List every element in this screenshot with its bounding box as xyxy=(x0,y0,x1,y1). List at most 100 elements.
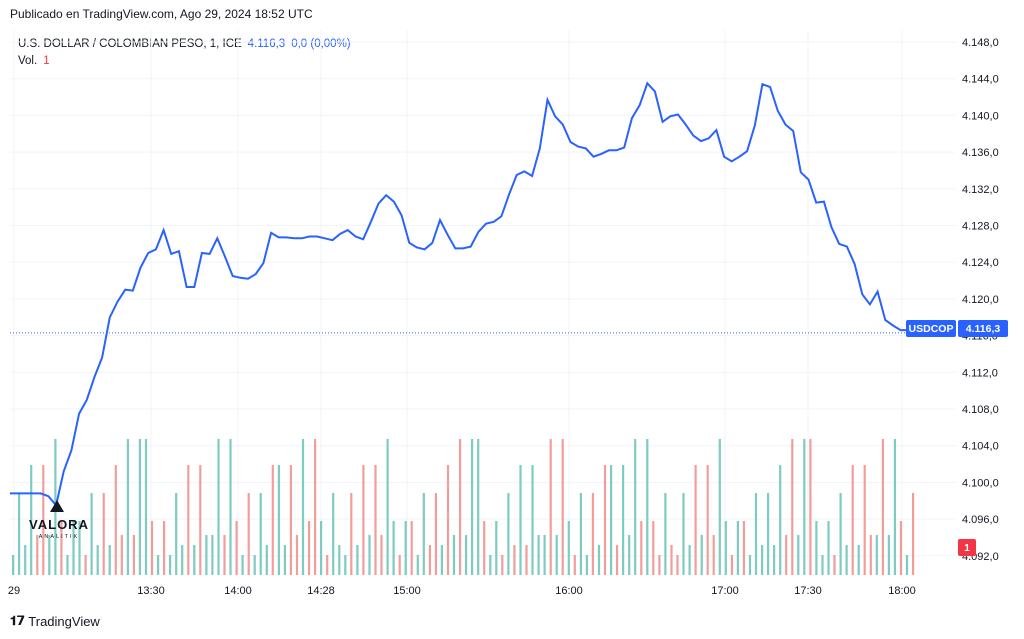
volume-bar xyxy=(525,545,528,575)
y-tick-label: 4.136,0 xyxy=(962,147,999,159)
volume-bar xyxy=(736,521,739,575)
volume-bar xyxy=(217,439,220,575)
symbol-title[interactable]: U.S. DOLLAR / COLOMBIAN PESO, 1, ICE xyxy=(18,37,242,50)
volume-bar xyxy=(265,545,268,575)
volume-bar xyxy=(452,535,456,575)
volume-bar xyxy=(205,535,208,575)
volume-bar xyxy=(585,555,588,575)
volume-bar xyxy=(761,545,764,575)
volume-bar xyxy=(253,555,256,575)
x-tick-label: 15:00 xyxy=(393,585,421,597)
volume-bar xyxy=(682,493,685,575)
volume-bars xyxy=(12,439,915,575)
volume-bar xyxy=(573,555,576,575)
volume-bar xyxy=(742,521,745,575)
x-tick-label: 14:00 xyxy=(224,585,252,597)
y-tick-label: 4.104,0 xyxy=(962,441,999,453)
volume-bar xyxy=(102,493,105,575)
tradingview-branding[interactable]: 𝟏𝟳 TradingView xyxy=(10,613,100,629)
volume-bar xyxy=(579,493,582,575)
volume-bar xyxy=(277,465,280,575)
volume-bar xyxy=(271,465,274,575)
volume-bar xyxy=(603,465,607,575)
volume-bar xyxy=(543,535,546,575)
volume-bar xyxy=(96,545,99,575)
volume-bar xyxy=(138,439,141,575)
volume-tag: 1 xyxy=(958,539,976,556)
volume-bar xyxy=(730,555,733,575)
volume-bar xyxy=(857,545,860,575)
volume-bar xyxy=(259,493,262,575)
volume-bar xyxy=(513,545,516,575)
volume-bar xyxy=(718,439,721,575)
volume-bar xyxy=(66,555,69,575)
volume-bar xyxy=(881,439,884,575)
volume-bar xyxy=(48,535,51,575)
volume-bar xyxy=(380,535,383,575)
volume-bar xyxy=(326,555,329,575)
volume-bar xyxy=(229,439,232,575)
volume-bar xyxy=(157,555,160,575)
tradingview-logo-icon: 𝟏𝟳 xyxy=(10,613,25,628)
volume-bar xyxy=(899,521,903,575)
volume-bar xyxy=(471,439,474,575)
volume-bar xyxy=(477,439,480,575)
volume-bar xyxy=(386,439,389,575)
volume-bar xyxy=(126,439,129,575)
chart-grid xyxy=(10,30,955,578)
volume-bar xyxy=(374,465,377,575)
volume-bar xyxy=(235,521,238,575)
volume-bar xyxy=(905,555,909,575)
volume-bar xyxy=(531,465,534,575)
volume-bar xyxy=(344,555,347,575)
volume-bar xyxy=(211,535,214,575)
volume-bar xyxy=(815,521,818,575)
volume-bar xyxy=(289,465,292,575)
volume-bar xyxy=(150,521,154,575)
volume-bar xyxy=(199,465,202,575)
volume-bar xyxy=(676,555,679,575)
x-tick-label: 16:00 xyxy=(555,585,583,597)
y-tick-label: 4.108,0 xyxy=(962,404,999,416)
volume-bar xyxy=(320,521,323,575)
volume-bar xyxy=(163,521,166,575)
price-tag: USDCOP 4.116,3 xyxy=(906,320,1008,337)
volume-label[interactable]: Vol. xyxy=(18,54,38,67)
volume-bar xyxy=(495,521,498,575)
volume-bar xyxy=(144,439,148,575)
volume-bar xyxy=(120,535,123,575)
volume-bar xyxy=(84,555,87,575)
volume-bar xyxy=(247,493,250,575)
volume-bar xyxy=(78,521,81,575)
volume-bar xyxy=(489,555,492,575)
volume-bar xyxy=(181,545,184,575)
price-series-line xyxy=(10,81,917,508)
volume-bar xyxy=(132,535,135,575)
volume-bar xyxy=(773,545,776,575)
volume-bar xyxy=(108,545,111,575)
volume-bar xyxy=(12,555,15,575)
volume-bar xyxy=(863,465,866,575)
volume-bar xyxy=(785,535,788,575)
volume-bar xyxy=(392,521,395,575)
volume-bar xyxy=(295,535,299,575)
volume-bar xyxy=(893,439,896,575)
volume-bar xyxy=(308,521,311,575)
volume-bar xyxy=(610,465,613,575)
volume-bar xyxy=(519,465,522,575)
y-tick-label: 4.144,0 xyxy=(962,74,999,86)
volume-bar xyxy=(869,535,872,575)
volume-bar xyxy=(501,555,504,575)
volume-bar xyxy=(561,439,564,575)
volume-bar xyxy=(875,535,878,575)
y-tick-label: 4.124,0 xyxy=(962,257,999,269)
volume-bar xyxy=(628,535,631,575)
volume-bar xyxy=(616,545,619,575)
volume-bar xyxy=(664,493,667,575)
volume-bar xyxy=(537,535,540,575)
volume-bar xyxy=(368,535,371,575)
volume-bar xyxy=(398,555,401,575)
x-tick-label: 18:00 xyxy=(888,585,916,597)
volume-bar xyxy=(223,535,226,575)
